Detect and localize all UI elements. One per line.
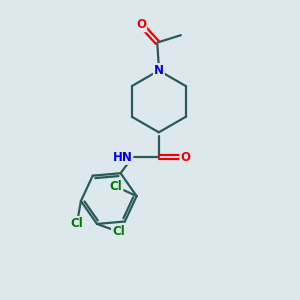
Text: Cl: Cl <box>70 217 83 230</box>
Text: Cl: Cl <box>110 180 122 193</box>
Text: Cl: Cl <box>112 225 124 238</box>
Text: HN: HN <box>112 151 132 164</box>
Text: N: N <box>154 64 164 77</box>
Text: O: O <box>180 151 190 164</box>
Text: O: O <box>136 18 146 32</box>
